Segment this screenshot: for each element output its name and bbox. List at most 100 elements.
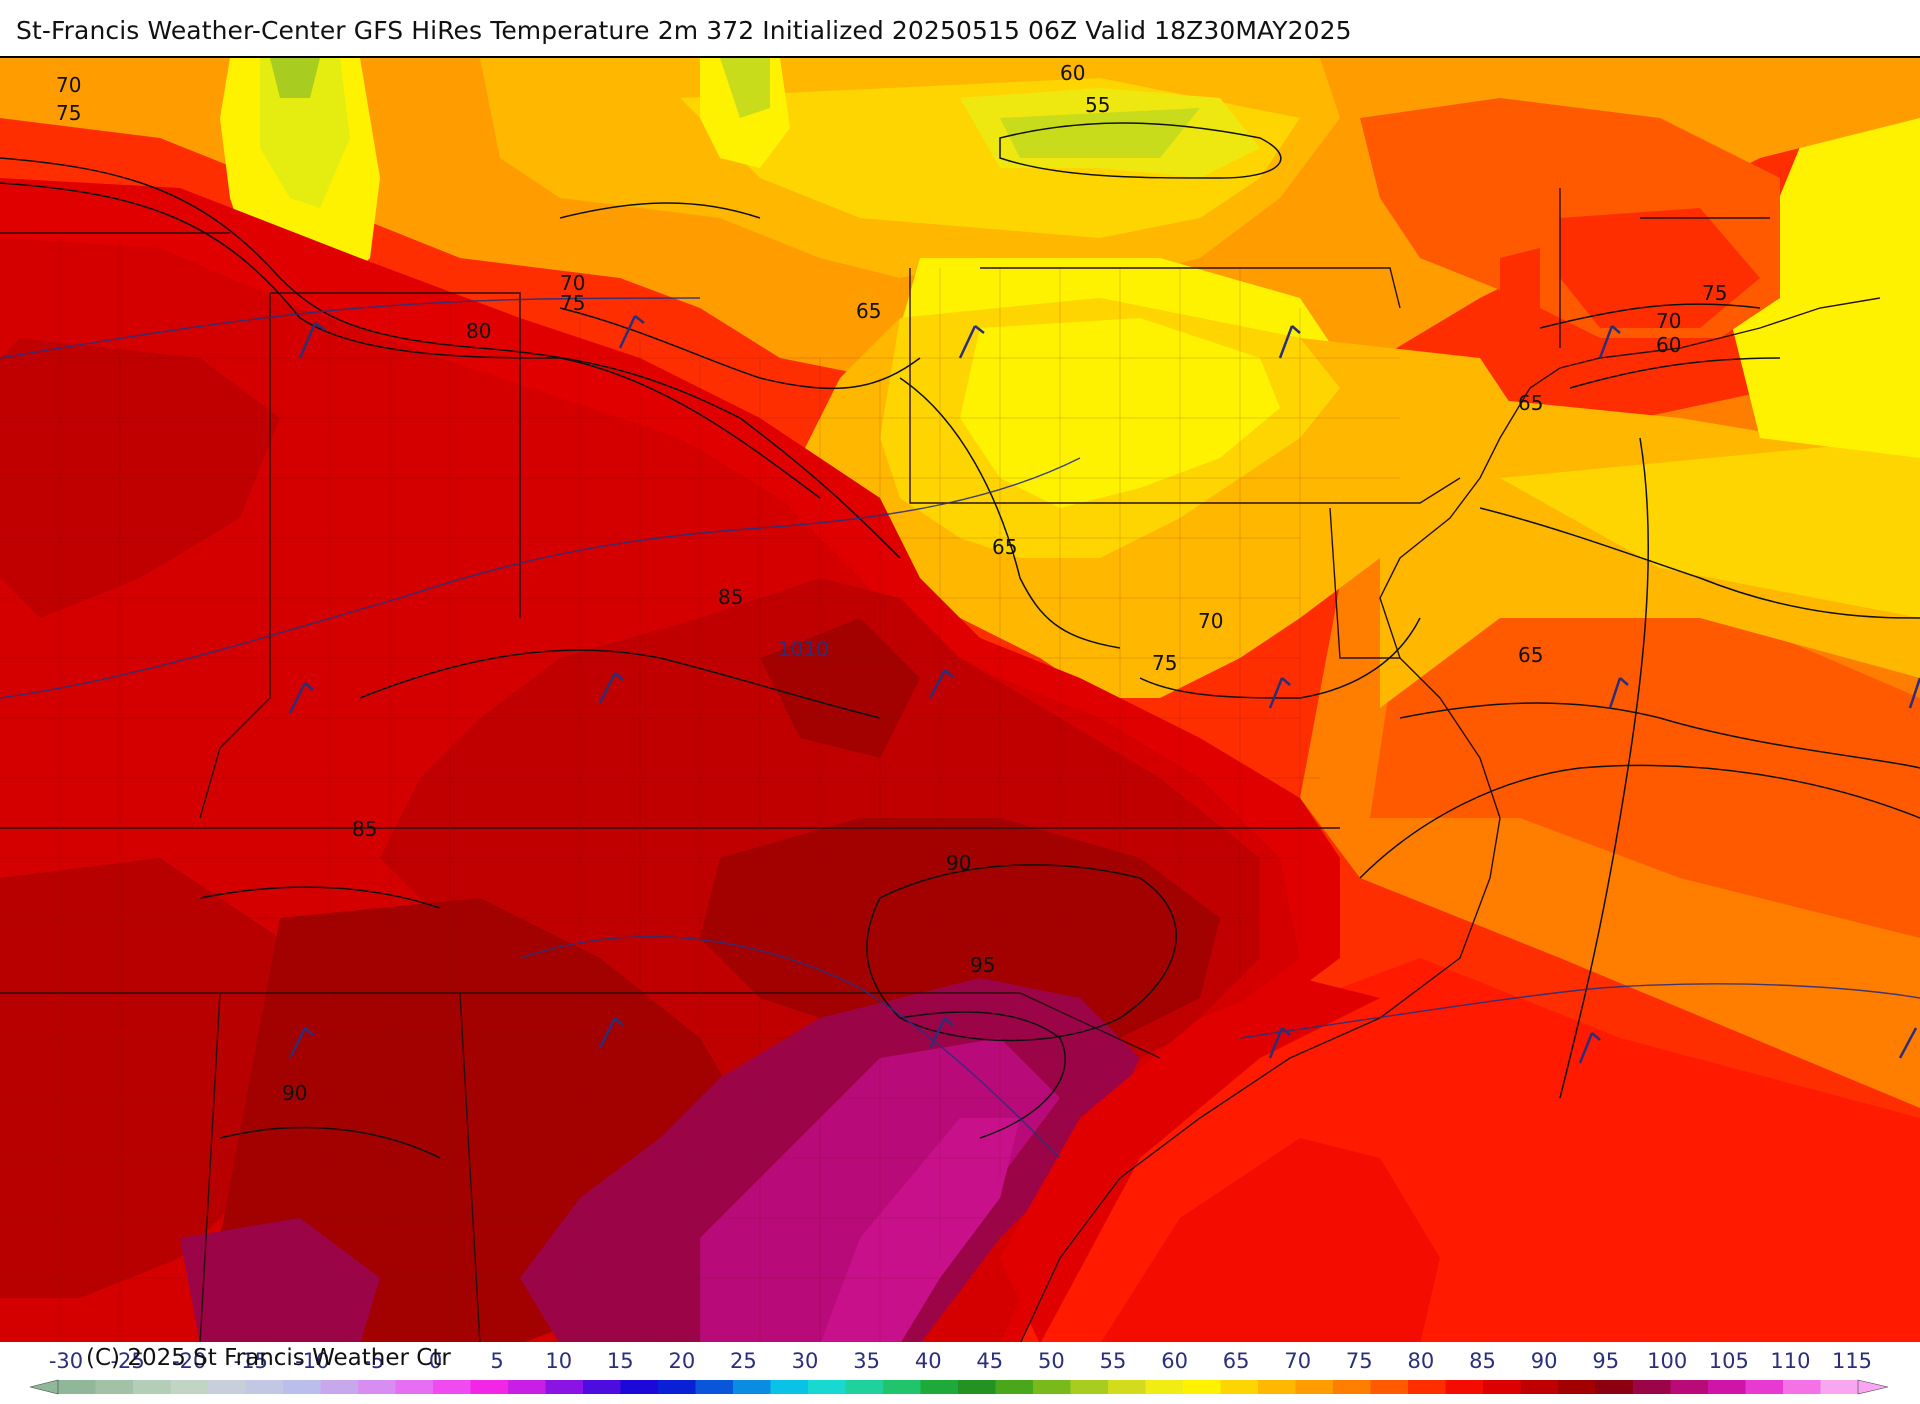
colorbar-cell: [133, 1380, 171, 1394]
colorbar-tick-label: 10: [545, 1349, 572, 1373]
contour-label: 65: [1518, 643, 1543, 667]
colorbar-cell: [1370, 1380, 1409, 1394]
copyright-credit: (C) 2025 St Francis Weather Ctr: [86, 1345, 451, 1371]
colorbar-cell: [395, 1380, 434, 1394]
contour-label: 70: [56, 73, 81, 97]
colorbar-cell: [920, 1380, 959, 1394]
colorbar-cell: [658, 1380, 696, 1394]
colorbar-cell: [1595, 1380, 1634, 1394]
contour-label: 75: [560, 291, 585, 315]
colorbar-tick-label: 65: [1223, 1349, 1250, 1373]
colorbar-cell: [845, 1380, 884, 1394]
contour-label: 75: [56, 101, 81, 125]
colorbar-cell: [1183, 1380, 1221, 1394]
colorbar-cell: [1108, 1380, 1146, 1394]
colorbar-tick-label: 90: [1531, 1349, 1558, 1373]
colorbar-tick-label: 100: [1647, 1349, 1687, 1373]
colorbar-cell: [1408, 1380, 1446, 1394]
colorbar-cell: [770, 1380, 809, 1394]
contour-label: 75: [1152, 651, 1177, 675]
colorbar-tick-label: 50: [1038, 1349, 1065, 1373]
colorbar-tick-label: -30: [49, 1349, 83, 1373]
contour-label: 65: [856, 299, 881, 323]
colorbar-color-cells: [29, 1379, 1889, 1395]
colorbar-tick-label: 80: [1408, 1349, 1435, 1373]
colorbar-left-arrow: [29, 1379, 59, 1395]
colorbar-cell: [433, 1380, 471, 1394]
colorbar-cell: [470, 1380, 509, 1394]
colorbar-tick-label: 30: [792, 1349, 819, 1373]
temperature-map: 70 75 60 55 70 75 80 65 75 70 60 65 65 8…: [0, 56, 1920, 1346]
contour-label: 55: [1085, 93, 1110, 117]
county-lines: [0, 238, 1400, 1344]
colorbar-cell: [1445, 1380, 1484, 1394]
colorbar-cell: [958, 1380, 996, 1394]
colorbar-tick-label: 115: [1832, 1349, 1872, 1373]
colorbar-tick-labels: -30 -25 -20 -15 -10 -5 0 5 10 15 20 25 30 35 40 45 50 55 6…: [49, 1349, 1872, 1373]
colorbar-tick-label: 55: [1100, 1349, 1127, 1373]
colorbar-tick-label: 70: [1284, 1349, 1311, 1373]
colorbar-cell: [245, 1380, 284, 1394]
contour-label: 85: [718, 585, 743, 609]
colorbar-tick-label: 0: [429, 1349, 442, 1373]
colorbar-tick-label: 15: [607, 1349, 634, 1373]
contour-label: 75: [1702, 281, 1727, 305]
contour-label: 70: [560, 271, 585, 295]
colorbar-cell: [358, 1380, 396, 1394]
colorbar-tick-label: -25: [110, 1349, 144, 1373]
colorbar-cell: [545, 1380, 584, 1394]
colorbar-cell: [808, 1380, 846, 1394]
colorbar-cell: [1745, 1380, 1784, 1394]
colorbar-cell: [1333, 1380, 1371, 1394]
colorbar-tick-label: -15: [234, 1349, 268, 1373]
colorbar-tick-label: 75: [1346, 1349, 1373, 1373]
colorbar-tick-label: 5: [490, 1349, 503, 1373]
colorbar-right-arrow: [1857, 1379, 1889, 1395]
colorbar-tick-label: -10: [295, 1349, 329, 1373]
colorbar-cell: [170, 1380, 209, 1394]
contour-label: 65: [1518, 391, 1543, 415]
colorbar-cell: [95, 1380, 134, 1394]
colorbar-cell: [508, 1380, 546, 1394]
boundaries: [0, 188, 1881, 1344]
colorbar-tick-label: 105: [1709, 1349, 1749, 1373]
colorbar-tick-label: 110: [1770, 1349, 1810, 1373]
isobar-lines: [0, 297, 1920, 1159]
temperature-contour-lines: [0, 122, 1920, 1159]
colorbar-cell: [1145, 1380, 1184, 1394]
contour-label: 65: [992, 535, 1017, 559]
contour-label: 60: [1656, 333, 1681, 357]
colorbar-tick-label: 35: [853, 1349, 880, 1373]
colorbar-cell: [1070, 1380, 1109, 1394]
colorbar-cell: [583, 1380, 621, 1394]
map-title: St-Francis Weather-Center GFS HiRes Temp…: [16, 16, 1352, 45]
colorbar-cell: [1783, 1380, 1821, 1394]
colorbar-cell: [1520, 1380, 1559, 1394]
colorbar-cell: [883, 1380, 921, 1394]
colorbar-cell: [1558, 1380, 1596, 1394]
contour-label: 90: [946, 851, 971, 875]
colorbar-cell: [208, 1380, 246, 1394]
colorbar-tick-label: -20: [172, 1349, 206, 1373]
colorbar-tick-label: 20: [669, 1349, 696, 1373]
wind-barbs: [288, 315, 1920, 1064]
colorbar-cell: [320, 1380, 359, 1394]
isobar-label: 1010: [778, 637, 829, 661]
colorbar-cell: [1258, 1380, 1296, 1394]
contour-label: 70: [1198, 609, 1223, 633]
colorbar-tick-label: 25: [730, 1349, 757, 1373]
colorbar: -30 -25 -20 -15 -10 -5 0 5 10 15 20 25 30 35 40 45 50 55 6…: [0, 1342, 1920, 1400]
contour-label: 90: [282, 1081, 307, 1105]
colorbar-cell: [1483, 1380, 1521, 1394]
colorbar-cell: [1670, 1380, 1709, 1394]
colorbar-cell: [620, 1380, 659, 1394]
colorbar-tick-label: 95: [1592, 1349, 1619, 1373]
contour-labels: 70 75 60 55 70 75 80 65 75 70 60 65 65 8…: [56, 61, 1727, 1105]
contour-label: 85: [352, 817, 377, 841]
colorbar-cell: [1033, 1380, 1071, 1394]
colorbar-cell: [695, 1380, 734, 1394]
colorbar-cell: [1633, 1380, 1671, 1394]
colorbar-cell: [283, 1380, 321, 1394]
contour-label: 70: [1656, 309, 1681, 333]
colorbar-cell: [733, 1380, 771, 1394]
